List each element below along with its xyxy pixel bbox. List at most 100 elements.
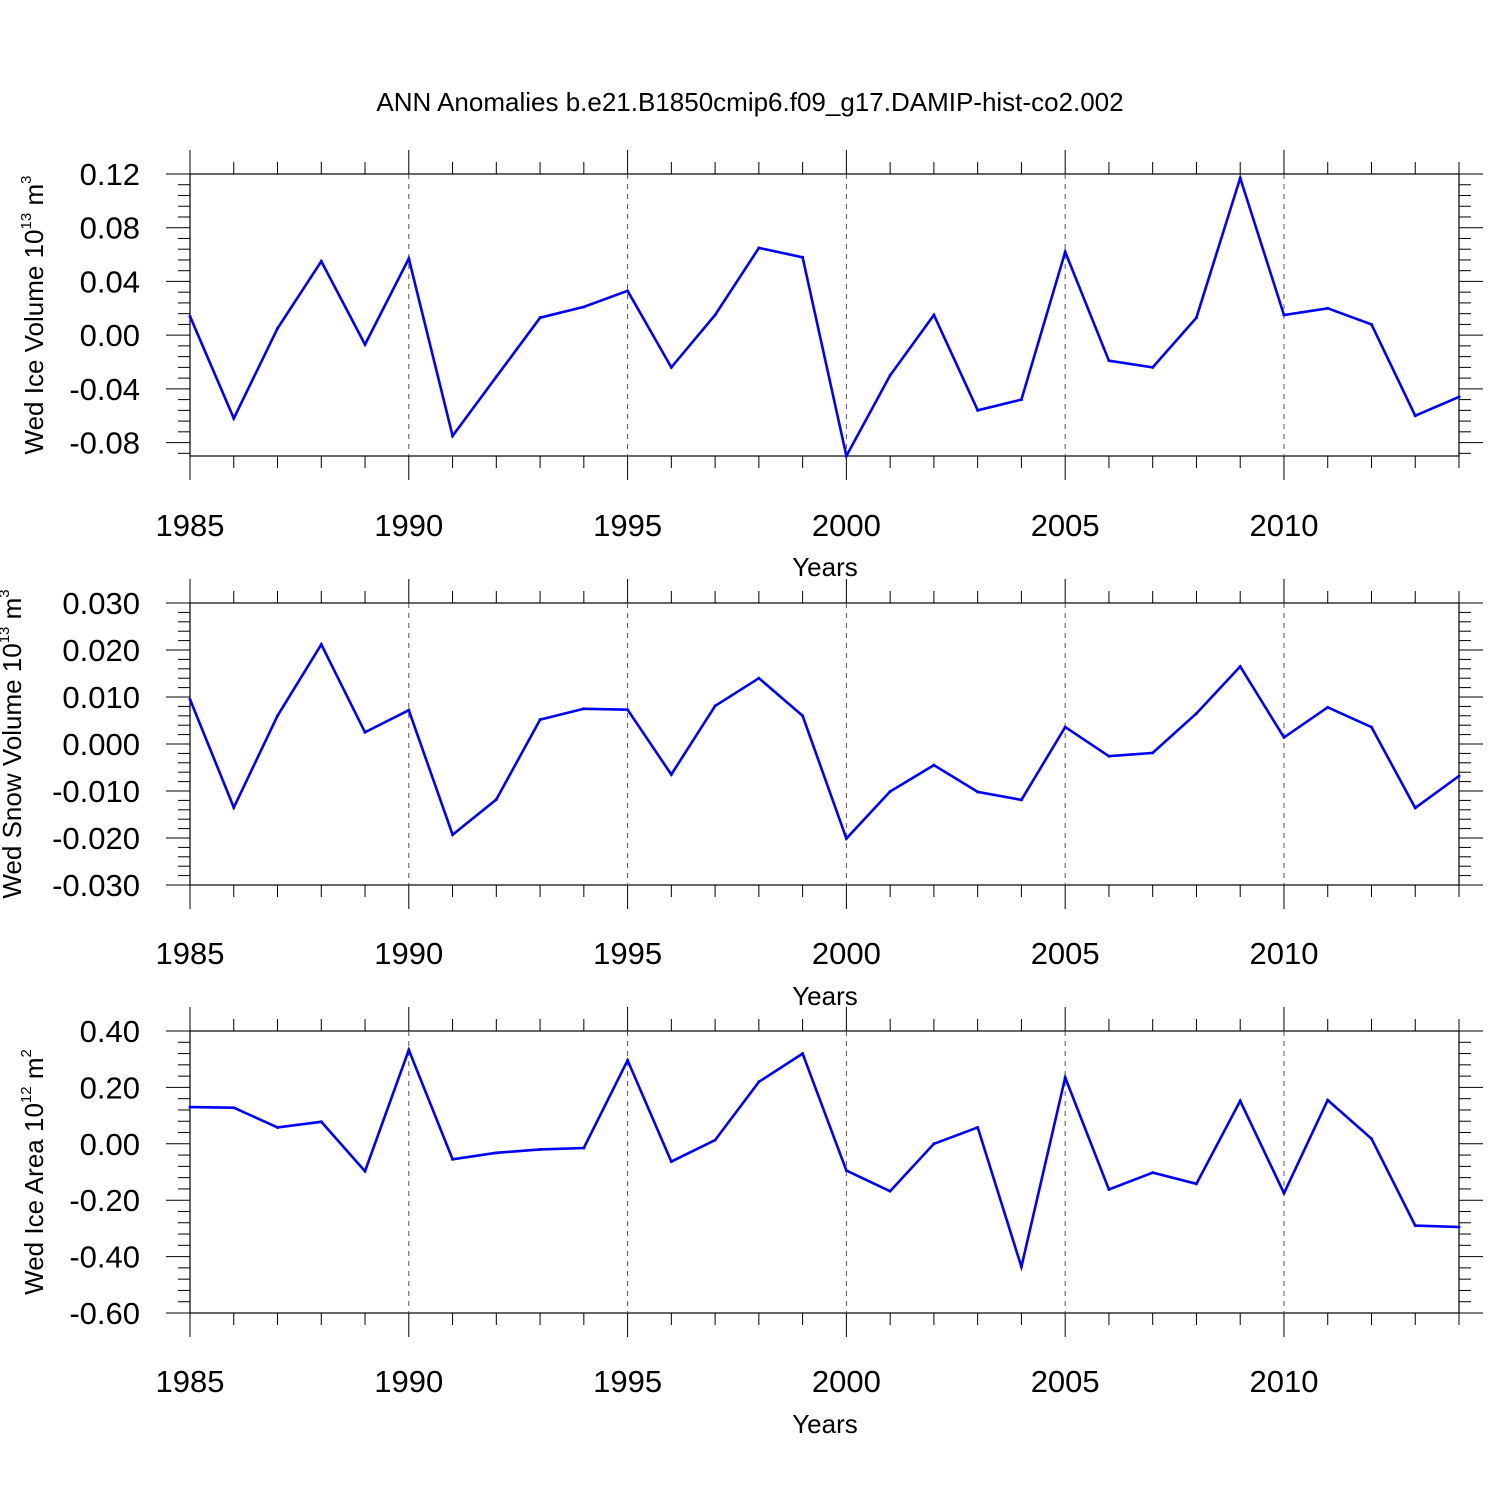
- data-point: [1238, 664, 1242, 668]
- x-tick-label: 1990: [374, 1364, 443, 1399]
- data-point: [801, 255, 805, 259]
- data-points: [188, 1048, 1461, 1269]
- data-point: [494, 1151, 498, 1155]
- data-point: [1369, 725, 1373, 729]
- x-tick-label: 2000: [812, 936, 881, 971]
- data-point: [976, 1125, 980, 1129]
- data-point: [582, 1146, 586, 1150]
- x-gridlines: [408, 603, 1285, 885]
- data-point: [407, 257, 411, 261]
- data-point: [1457, 774, 1461, 778]
- data-point: [1282, 735, 1286, 739]
- data-point: [1282, 313, 1286, 317]
- data-point: [1151, 1171, 1155, 1175]
- data-point: [1107, 1187, 1111, 1191]
- data-point: [538, 1147, 542, 1151]
- data-point: [1238, 176, 1242, 180]
- data-point: [669, 365, 673, 369]
- data-point: [1326, 306, 1330, 310]
- y-tick-label: 0.00: [80, 1127, 140, 1162]
- data-points: [188, 642, 1461, 840]
- y-axis-label: Wed Snow Volume 1013 m3: [0, 589, 27, 898]
- ticks: [166, 1007, 1483, 1337]
- data-point: [276, 326, 280, 330]
- data-point: [976, 790, 980, 794]
- data-point: [451, 434, 455, 438]
- data-point: [1413, 414, 1417, 418]
- panel-ice-area: 0.40 0.20 0.00 -0.20 -0.40 -0.60 1985 1990 1995…: [18, 1007, 1483, 1439]
- data-point: [319, 642, 323, 646]
- x-tick-label: 1985: [156, 1364, 225, 1399]
- y-tick-label: -0.030: [52, 868, 140, 903]
- data-point: [407, 1048, 411, 1052]
- y-tick-labels: 0.40 0.20 0.00 -0.20 -0.40 -0.60: [69, 1014, 140, 1331]
- data-point: [494, 797, 498, 801]
- x-axis-label: Years: [792, 981, 858, 1011]
- series-line-ice-area: [189, 1046, 1460, 1272]
- y-axis-label: Wed Ice Area 1012 m2: [18, 1049, 49, 1295]
- data-point: [1413, 1224, 1417, 1228]
- data-point: [1326, 705, 1330, 709]
- data-point: [932, 763, 936, 767]
- data-point: [844, 1169, 848, 1173]
- data-point: [538, 316, 542, 320]
- data-point: [801, 714, 805, 718]
- data-point: [626, 708, 630, 712]
- data-point: [757, 676, 761, 680]
- y-tick-label: -0.20: [69, 1183, 140, 1218]
- x-tick-label: 2005: [1031, 1364, 1100, 1399]
- data-point: [1413, 806, 1417, 810]
- x-tick-label: 1995: [593, 508, 662, 543]
- y-tick-label: 0.00: [80, 318, 140, 353]
- data-point: [1238, 1099, 1242, 1103]
- data-point: [757, 246, 761, 250]
- data-point: [1063, 250, 1067, 254]
- data-point: [363, 1169, 367, 1173]
- y-tick-label: 0.020: [62, 633, 140, 668]
- y-tick-label: 0.000: [62, 727, 140, 762]
- panel-ice-volume: 0.12 0.08 0.04 0.00 -0.04 -0.08 1985 1990 1995 2…: [18, 150, 1483, 582]
- data-point: [319, 259, 323, 263]
- x-tick-label: 1990: [374, 508, 443, 543]
- x-tick-label: 1995: [593, 1364, 662, 1399]
- plot-frame: [189, 1030, 1460, 1314]
- y-tick-label: 0.010: [62, 680, 140, 715]
- data-point: [276, 714, 280, 718]
- y-tick-label: 0.08: [80, 211, 140, 246]
- data-point: [494, 375, 498, 379]
- data-point: [844, 454, 848, 458]
- data-point: [757, 1080, 761, 1084]
- data-point: [319, 1120, 323, 1124]
- data-point: [801, 1052, 805, 1056]
- data-point: [188, 314, 192, 318]
- data-point: [1151, 365, 1155, 369]
- data-point: [582, 305, 586, 309]
- data-point: [451, 1157, 455, 1161]
- figure-title: ANN Anomalies b.e21.B1850cmip6.f09_g17.D…: [376, 87, 1123, 117]
- series-line-ice-volume: [188, 173, 1460, 460]
- data-point: [932, 1142, 936, 1146]
- x-tick-label: 2000: [812, 1364, 881, 1399]
- data-point: [188, 1105, 192, 1109]
- data-point: [1063, 1076, 1067, 1080]
- y-tick-label: -0.04: [69, 372, 140, 407]
- series-line-snow-volume: [188, 641, 1460, 841]
- data-point: [1457, 395, 1461, 399]
- data-point: [888, 1189, 892, 1193]
- panel-snow-volume: 0.030 0.020 0.010 0.000 -0.010 -0.020 -0.030 1…: [0, 579, 1483, 1011]
- data-point: [1019, 398, 1023, 402]
- data-point: [888, 789, 892, 793]
- x-tick-label: 2000: [812, 508, 881, 543]
- data-point: [1063, 725, 1067, 729]
- y-tick-label: 0.030: [62, 586, 140, 621]
- x-tick-label: 2010: [1249, 508, 1318, 543]
- y-tick-label: -0.08: [69, 426, 140, 461]
- data-point: [1369, 322, 1373, 326]
- data-point: [1457, 1225, 1461, 1229]
- x-tick-labels: 1985 1990 1995 2000 2005 2010: [156, 1364, 1319, 1399]
- data-point: [844, 836, 848, 840]
- plot-frame: [189, 602, 1460, 886]
- data-point: [713, 704, 717, 708]
- data-point: [1282, 1191, 1286, 1195]
